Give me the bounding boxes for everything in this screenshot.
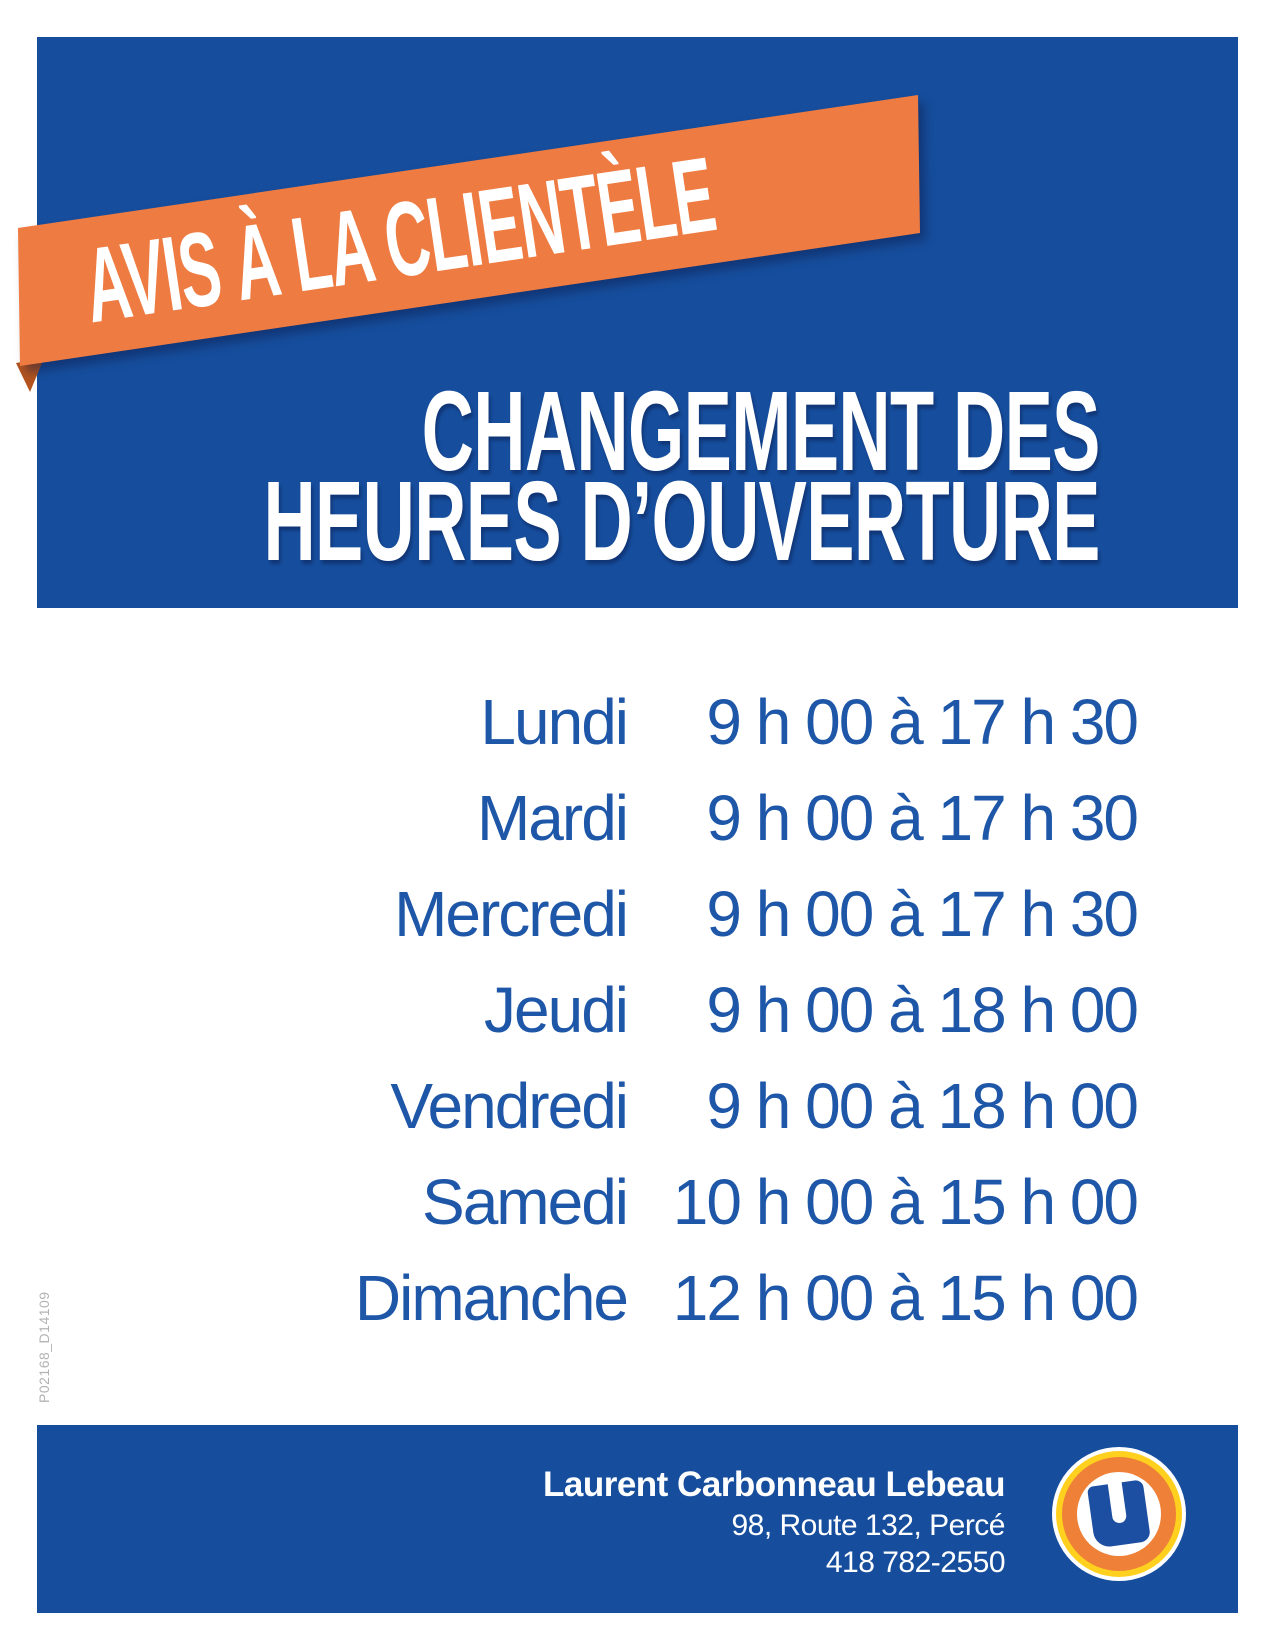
- hours-value: 9 h 00 à 17 h 30: [706, 782, 1139, 854]
- table-row: Mercredi 9 h 00 à 17 h 30: [0, 866, 1139, 962]
- hours-value: 9 h 00 à 18 h 00: [706, 1070, 1139, 1142]
- opening-hours-table: Lundi 9 h 00 à 17 h 30 Mardi 9 h 00 à 17…: [0, 674, 1139, 1346]
- store-phone: 418 782-2550: [825, 1546, 1006, 1579]
- hours-value: 9 h 00 à 18 h 00: [706, 974, 1139, 1046]
- day-label: Lundi: [480, 686, 629, 758]
- page-title-line2: HEURES D’OUVERTURE: [263, 458, 1101, 584]
- day-label: Samedi: [422, 1166, 629, 1238]
- store-owner-name: Laurent Carbonneau Lebeau: [542, 1465, 1006, 1504]
- u-mark-slot: [1107, 1480, 1128, 1524]
- ribbon-shape: AVIS À LA CLIENTÈLE: [18, 95, 920, 366]
- ribbon-label: AVIS À LA CLIENTÈLE: [77, 134, 722, 345]
- store-address: 98, Route 132, Percé: [731, 1509, 1005, 1542]
- day-label: Mercredi: [394, 878, 629, 950]
- day-label: Mardi: [476, 782, 629, 854]
- day-label: Dimanche: [354, 1262, 629, 1334]
- hours-value: 12 h 00 à 15 h 00: [672, 1262, 1139, 1334]
- page-title: CHANGEMENT DES HEURES D’OUVERTURE: [263, 368, 1101, 584]
- uniprix-logo: [1052, 1447, 1186, 1581]
- table-row: Jeudi 9 h 00 à 18 h 00: [0, 962, 1139, 1058]
- table-row: Dimanche 12 h 00 à 15 h 00: [0, 1250, 1139, 1346]
- footer-panel: Laurent Carbonneau Lebeau 98, Route 132,…: [37, 1425, 1238, 1613]
- day-label: Jeudi: [484, 974, 629, 1046]
- table-row: Samedi 10 h 00 à 15 h 00: [0, 1154, 1139, 1250]
- u-mark-icon: [1086, 1479, 1152, 1549]
- store-info: Laurent Carbonneau Lebeau 98, Route 132,…: [542, 1463, 1006, 1581]
- hours-value: 9 h 00 à 17 h 30: [706, 878, 1139, 950]
- page-title-line1: CHANGEMENT DES: [421, 368, 1101, 494]
- hours-value: 10 h 00 à 15 h 00: [672, 1166, 1139, 1238]
- table-row: Lundi 9 h 00 à 17 h 30: [0, 674, 1139, 770]
- ribbon-banner: AVIS À LA CLIENTÈLE: [16, 93, 928, 378]
- table-row: Vendredi 9 h 00 à 18 h 00: [0, 1058, 1139, 1154]
- hours-value: 9 h 00 à 17 h 30: [706, 686, 1139, 758]
- table-row: Mardi 9 h 00 à 17 h 30: [0, 770, 1139, 866]
- day-label: Vendredi: [390, 1070, 629, 1142]
